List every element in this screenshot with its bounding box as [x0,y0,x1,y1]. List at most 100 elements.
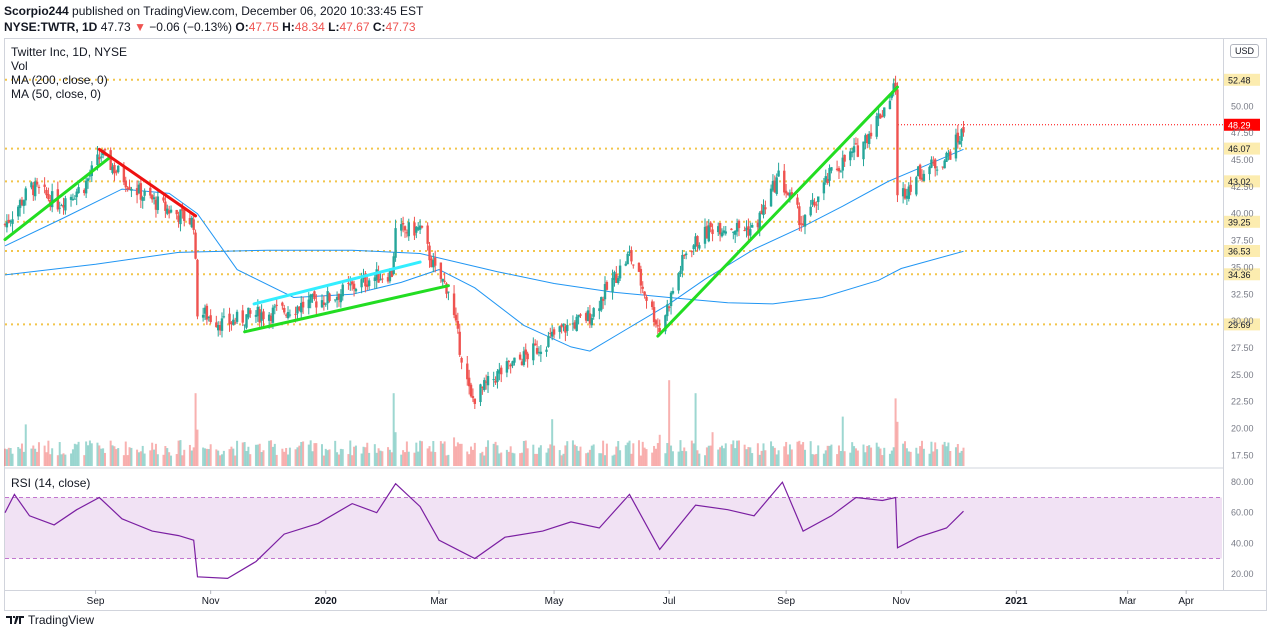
candle-body [666,304,669,317]
candle-body [658,328,661,333]
volume-bar [471,449,474,466]
volume-bar [736,440,739,466]
volume-bar [592,444,595,466]
candle-body [300,302,303,313]
volume-bar [328,449,331,466]
candle-body [881,116,884,118]
volume-bar [453,437,456,466]
candle-body [771,180,775,191]
volume-bar [943,441,946,466]
level-label-bg [1224,244,1260,257]
legend-rsi[interactable]: RSI (14, close) [11,476,91,490]
volume-bar [864,452,867,466]
volume-bar [154,443,157,466]
volume-bar [71,449,74,466]
candle-body [598,308,601,311]
candle-body [271,307,275,323]
volume-bar [188,444,191,466]
volume-bar [443,441,446,466]
volume-bar [522,440,525,466]
candle-body [956,132,960,143]
volume-bar [379,450,382,466]
candle-body [443,280,446,282]
legend-ma200[interactable]: MA (200, close, 0) [11,73,108,87]
candle-body [815,204,818,206]
volume-bar [153,449,156,466]
level-label: 36.53 [1228,246,1251,256]
volume-bar [273,443,276,466]
candle-body [509,364,512,367]
volume-bar [737,440,740,466]
candle-body [826,178,829,184]
candle-body [798,206,801,226]
candle-body [920,177,924,180]
candle-body [947,153,950,155]
volume-bar [809,441,812,466]
volume-bar [353,446,356,466]
candle-body [730,228,733,231]
volume-bar [853,446,856,466]
volume-bars [4,380,965,466]
trendlines[interactable] [3,85,899,338]
volume-bar [124,441,127,466]
volume-bar [907,451,910,466]
volume-bar [236,440,239,466]
candle-body [511,361,514,366]
candle-body [269,315,273,321]
candle-body [386,277,390,282]
candle-body [235,311,239,322]
candle-body [915,177,918,195]
volume-bar [877,446,880,466]
candle-body [760,210,763,214]
volume-bar [875,442,878,466]
candle-body [445,283,448,294]
low-value: 47.67 [339,20,370,34]
candle-body [83,189,86,194]
candle-body [677,273,680,291]
volume-bar [788,444,791,466]
volume-bar [96,442,99,466]
candle-body [500,367,503,375]
volume-bar [454,446,457,466]
volume-bar [230,446,233,466]
candle-body [722,230,726,233]
legend-vol[interactable]: Vol [11,59,28,73]
volume-bar [532,444,535,466]
volume-bar [209,444,212,466]
legend-title[interactable]: Twitter Inc, 1D, NYSE [11,45,128,59]
time-tick-label: Mar [430,596,448,607]
volume-bar [670,445,673,466]
volume-bar [764,450,767,466]
volume-bar [298,445,301,466]
volume-bar [404,452,407,466]
price-axis[interactable]: 17.50 20.00 22.50 25.00 27.50 30.00 32.50 35.00… [1231,48,1254,579]
volume-bar [428,446,431,466]
candle-body [867,133,871,145]
legend-ma50[interactable]: MA (50, close, 0) [11,87,102,101]
volume-bar [492,443,495,466]
currency-button[interactable]: USD [1230,44,1260,58]
volume-bar [88,440,91,466]
volume-bar [149,450,152,466]
candle-body [196,259,199,317]
candle-body [949,151,952,160]
volume-bar [219,455,222,466]
footer-brand[interactable]: TradingView [28,613,95,627]
candle-body [643,291,646,296]
candle-body [720,232,724,237]
candle-body [311,293,314,297]
candle-body [835,168,839,170]
volume-bar [611,455,614,466]
candle-body [194,232,197,259]
time-axis[interactable]: Sep Nov 2020 Mar May Jul Sep Nov 2021 Mar Apr [87,590,1195,607]
current-price-label: 48.29 [1228,120,1251,130]
author-name[interactable]: Scorpio244 [4,4,69,18]
candle-body [566,324,569,332]
candle-body [109,150,112,170]
candle-body [249,310,252,314]
volume-bar [177,440,180,466]
volume-bar [685,451,688,466]
volume-bar [20,443,23,466]
volume-bar [204,448,207,466]
